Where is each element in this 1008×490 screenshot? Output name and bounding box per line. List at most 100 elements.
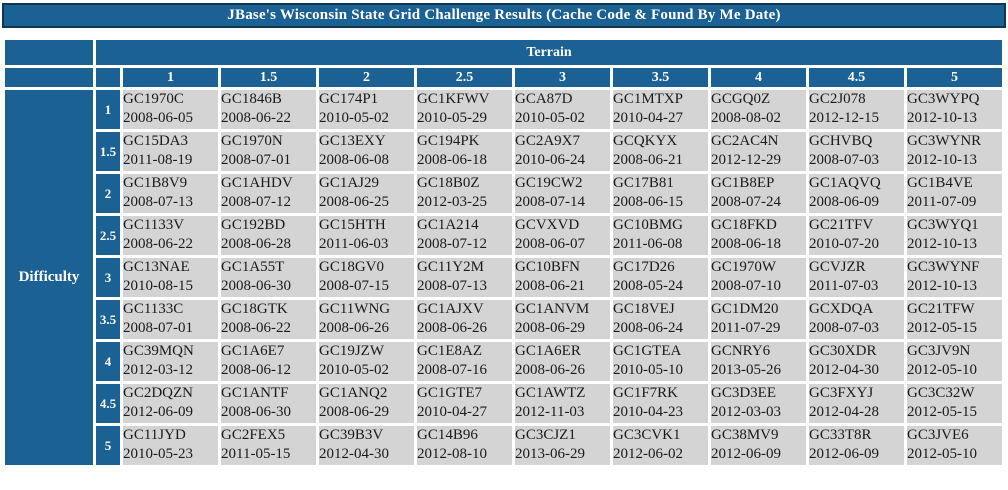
found-date: 2012-03-03 bbox=[711, 404, 781, 420]
cache-code: GC11WNG bbox=[319, 301, 391, 317]
cache-code: GC17B81 bbox=[613, 175, 674, 191]
page: JBase's Wisconsin State Grid Challenge R… bbox=[0, 3, 1008, 468]
terrain-header-row: Terrain bbox=[5, 40, 1002, 65]
cache-code: GC1846B bbox=[221, 91, 282, 107]
found-date: 2008-07-12 bbox=[221, 194, 291, 210]
cache-code: GC1970W bbox=[711, 259, 776, 275]
found-date: 2008-07-12 bbox=[417, 236, 487, 252]
found-date: 2008-06-25 bbox=[319, 194, 389, 210]
cache-code: GC39B3V bbox=[319, 427, 384, 443]
found-date: 2012-06-09 bbox=[809, 446, 879, 462]
cache-cell-d4.5-t3.5: GC1F7RK 2010-04-23 bbox=[613, 384, 708, 423]
cache-cell-d1.5-t2.5: GC194PK 2008-06-18 bbox=[417, 132, 512, 171]
found-date: 2008-06-09 bbox=[809, 194, 879, 210]
grid-row-difficulty-2.5: 2.5 GC1133V 2008-06-22 GC192BD 2008-06-28 GC1… bbox=[5, 216, 1002, 255]
cache-cell-d4.5-t3: GC1AWTZ 2012-11-03 bbox=[515, 384, 610, 423]
cache-code: GC38MV9 bbox=[711, 427, 779, 443]
cache-code: GC30XDR bbox=[809, 343, 877, 359]
cache-cell-d2.5-t1: GC1133V 2008-06-22 bbox=[123, 216, 218, 255]
cache-cell-d5-t3.5: GC3CVK1 2012-06-02 bbox=[613, 426, 708, 465]
found-date: 2012-10-13 bbox=[907, 152, 977, 168]
found-date: 2008-07-13 bbox=[417, 278, 487, 294]
found-date: 2008-06-22 bbox=[123, 236, 193, 252]
found-date: 2008-07-01 bbox=[123, 320, 193, 336]
cache-cell-d4-t1.5: GC1A6E7 2008-06-12 bbox=[221, 342, 316, 381]
found-date: 2010-05-29 bbox=[417, 110, 487, 126]
cache-cell-d3.5-t5: GC21TFW 2012-05-15 bbox=[907, 300, 1002, 339]
difficulty-row-header-1.5: 1.5 bbox=[96, 132, 120, 171]
terrain-values-row: 1 1.5 2 2.5 3 3.5 4 4.5 5 bbox=[5, 68, 1002, 87]
found-date: 2008-06-30 bbox=[221, 404, 291, 420]
found-date: 2010-06-24 bbox=[515, 152, 585, 168]
cache-code: GC1F7RK bbox=[613, 385, 679, 401]
cache-cell-d5-t5: GC3JVE6 2012-05-10 bbox=[907, 426, 1002, 465]
cache-code: GC1AJXV bbox=[417, 301, 484, 317]
cache-cell-d1.5-t4: GC2AC4N 2012-12-29 bbox=[711, 132, 806, 171]
cache-cell-d3.5-t3: GC1ANVM 2008-06-29 bbox=[515, 300, 610, 339]
cache-cell-d3.5-t1.5: GC18GTK 2008-06-22 bbox=[221, 300, 316, 339]
page-title: JBase's Wisconsin State Grid Challenge R… bbox=[227, 7, 781, 23]
cache-code: GCXDQA bbox=[809, 301, 874, 317]
found-date: 2008-06-21 bbox=[515, 278, 585, 294]
cache-code: GC1ANVM bbox=[515, 301, 590, 317]
cache-code: GC19CW2 bbox=[515, 175, 583, 191]
found-date: 2008-07-03 bbox=[809, 320, 879, 336]
difficulty-row-header-2: 2 bbox=[96, 174, 120, 213]
cache-code: GC1133V bbox=[123, 217, 185, 233]
found-date: 2008-06-29 bbox=[515, 320, 585, 336]
cache-cell-d3-t3.5: GC17D26 2008-05-24 bbox=[613, 258, 708, 297]
cache-code: GC1AHDV bbox=[221, 175, 293, 191]
cache-cell-d2-t5: GC1B4VE 2011-07-09 bbox=[907, 174, 1002, 213]
terrain-axis-label: Terrain bbox=[96, 40, 1002, 65]
cache-cell-d1.5-t4.5: GCHVBQ 2008-07-03 bbox=[809, 132, 904, 171]
cache-cell-d5-t4.5: GC33T8R 2012-06-09 bbox=[809, 426, 904, 465]
found-date: 2008-06-29 bbox=[319, 404, 389, 420]
difficulty-row-header-1: 1 bbox=[96, 90, 120, 129]
cache-cell-d3.5-t1: GC1133C 2008-07-01 bbox=[123, 300, 218, 339]
found-date: 2008-06-28 bbox=[221, 236, 291, 252]
found-date: 2012-12-15 bbox=[809, 110, 879, 126]
found-date: 2008-06-12 bbox=[221, 362, 291, 378]
found-date: 2008-07-13 bbox=[123, 194, 193, 210]
cache-code: GC3WYNR bbox=[907, 133, 982, 149]
grid-row-difficulty-5: 5 GC11JYD 2010-05-23 GC2FEX5 2011-05-15 GC39B… bbox=[5, 426, 1002, 465]
cache-cell-d2-t1.5: GC1AHDV 2008-07-12 bbox=[221, 174, 316, 213]
cache-code: GC2J078 bbox=[809, 91, 866, 107]
cache-code: GC1AWTZ bbox=[515, 385, 586, 401]
cache-cell-d2.5-t2.5: GC1A214 2008-07-12 bbox=[417, 216, 512, 255]
cache-cell-d1-t3.5: GC1MTXP 2010-04-27 bbox=[613, 90, 708, 129]
found-date: 2012-05-15 bbox=[907, 404, 977, 420]
cache-cell-d1.5-t1.5: GC1970N 2008-07-01 bbox=[221, 132, 316, 171]
challenge-grid-table: Terrain 1 1.5 2 2.5 3 3.5 4 4.5 5 Difficulty 1 GC1… bbox=[2, 37, 1005, 468]
terrain-col-header-5: 5 bbox=[907, 68, 1002, 87]
cache-cell-d2.5-t4: GC18FKD 2008-06-18 bbox=[711, 216, 806, 255]
cache-cell-d1.5-t3: GC2A9X7 2010-06-24 bbox=[515, 132, 610, 171]
cache-cell-d3-t2.5: GC11Y2M 2008-07-13 bbox=[417, 258, 512, 297]
cache-cell-d2.5-t3.5: GC10BMG 2011-06-08 bbox=[613, 216, 708, 255]
cache-cell-d1-t4: GCGQ0Z 2008-08-02 bbox=[711, 90, 806, 129]
terrain-col-header-3.5: 3.5 bbox=[613, 68, 708, 87]
cache-cell-d3-t1: GC13NAE 2010-08-15 bbox=[123, 258, 218, 297]
found-date: 2008-06-18 bbox=[417, 152, 487, 168]
found-date: 2008-06-26 bbox=[417, 320, 487, 336]
cache-cell-d1.5-t1: GC15DA3 2011-08-19 bbox=[123, 132, 218, 171]
cache-code: GC18VEJ bbox=[613, 301, 675, 317]
found-date: 2011-05-15 bbox=[221, 446, 291, 462]
difficulty-axis-label: Difficulty bbox=[5, 90, 93, 465]
blank-cell bbox=[5, 68, 93, 87]
cache-code: GC2FEX5 bbox=[221, 427, 286, 443]
found-date: 2012-10-13 bbox=[907, 110, 977, 126]
grid-row-difficulty-1: Difficulty 1 GC1970C 2008-06-05 GC1846B 2008-… bbox=[5, 90, 1002, 465]
terrain-col-header-2.5: 2.5 bbox=[417, 68, 512, 87]
cache-code: GC10BFN bbox=[515, 259, 581, 275]
cache-code: GC3JVE6 bbox=[907, 427, 969, 443]
cache-cell-d1.5-t5: GC3WYNR 2012-10-13 bbox=[907, 132, 1002, 171]
cache-code: GC18B0Z bbox=[417, 175, 480, 191]
cache-cell-d2-t1: GC1B8V9 2008-07-13 bbox=[123, 174, 218, 213]
cache-code: GCA87D bbox=[515, 91, 573, 107]
cache-code: GC14B96 bbox=[417, 427, 478, 443]
found-date: 2012-03-12 bbox=[123, 362, 193, 378]
cache-code: GC39MQN bbox=[123, 343, 194, 359]
cache-cell-d3-t4.5: GCVJZR 2011-07-03 bbox=[809, 258, 904, 297]
cache-cell-d4.5-t4: GC3D3EE 2012-03-03 bbox=[711, 384, 806, 423]
